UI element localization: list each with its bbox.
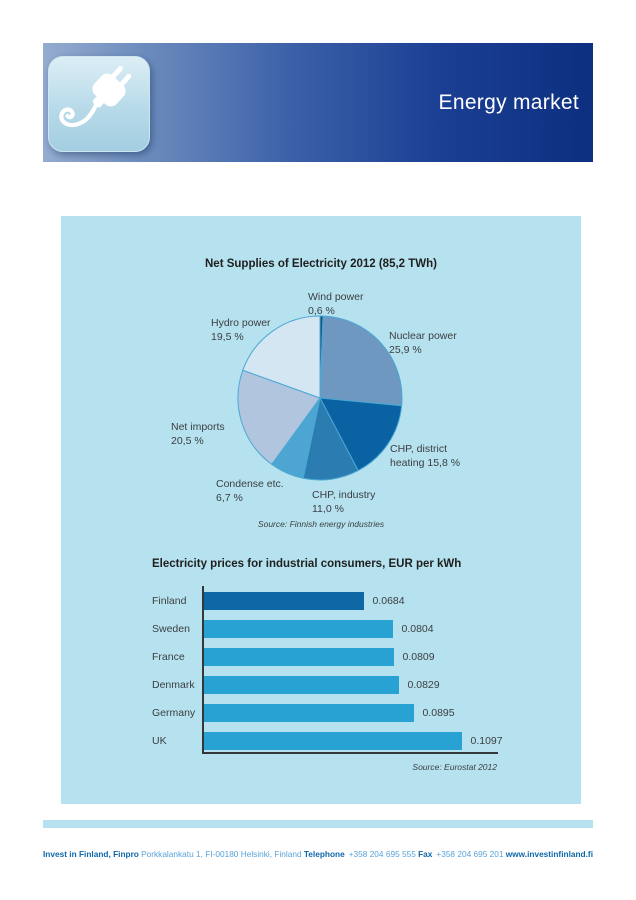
bar-chart-title: Electricity prices for industrial consum… — [152, 558, 462, 570]
footer-address: Porkkalankatu 1, FI-00180 Helsinki, Finl… — [141, 849, 302, 859]
pie-slice-chpdistrict — [319, 397, 403, 472]
bar-category-label: Sweden — [152, 623, 190, 635]
pie-chart-title: Net Supplies of Electricity 2012 (85,2 T… — [205, 258, 437, 270]
pie-label-chp-industry: CHP, industry 11,0 % — [312, 489, 376, 515]
bar-france — [202, 648, 394, 666]
bar-finland — [202, 592, 364, 610]
bar-value-label: 0.0829 — [407, 679, 440, 691]
pie-label-chp-district-heating: CHP, district heating 15,8 % — [390, 443, 461, 469]
footer-telephone-label: Telephone — [303, 849, 345, 859]
pie-label-condense-etc: Condense etc. 6,7 % — [216, 478, 284, 504]
bar-row-finland: Finland 0.0684 — [152, 592, 572, 610]
footer-org: Invest in Finland, Finpro — [43, 849, 139, 859]
bar-chart-y-axis — [202, 586, 204, 753]
pie-label-nuclear-power: Nuclear power 25,9 % — [389, 330, 457, 356]
pie-label-wind-power: Wind power 0,6 % — [308, 291, 364, 317]
bar-denmark — [202, 676, 399, 694]
bar-category-label: France — [152, 651, 185, 663]
bar-category-label: Germany — [152, 707, 196, 719]
charts-panel: Net Supplies of Electricity 2012 (85,2 T… — [61, 216, 581, 804]
bar-category-label: UK — [152, 735, 167, 747]
pie-slice-netimports — [237, 369, 321, 466]
footer-telephone-group: Telephone +358 204 695 555 — [304, 849, 416, 859]
bar-row-denmark: Denmark 0.0829 — [152, 676, 572, 694]
bar-row-france: France 0.0809 — [152, 648, 572, 666]
footer-divider — [43, 820, 593, 828]
page-title: Energy market — [438, 90, 579, 114]
pie-source-note: Source: Finnish energy industries — [257, 519, 385, 529]
bar-rows: Finland 0.0684 Sweden 0.0804 France 0.0809 Den… — [152, 592, 572, 750]
bar-source-note: Source: Eurostat 2012 — [412, 762, 497, 772]
footer: Invest in Finland, Finpro Porkkalankatu … — [43, 849, 593, 859]
footer-fax-group: Fax +358 204 695 201 — [418, 849, 503, 859]
pie-slice-hydro — [242, 315, 321, 399]
bar-sweden — [202, 620, 393, 638]
footer-telephone-number: +358 204 695 555 — [348, 849, 416, 859]
bar-value-label: 0.0809 — [402, 651, 435, 663]
header-banner: Energy market — [43, 43, 593, 162]
pie-label-net-imports: Net imports 20,5 % — [171, 421, 225, 447]
bar-row-sweden: Sweden 0.0804 — [152, 620, 572, 638]
bar-value-label: 0.1097 — [470, 735, 503, 747]
footer-fax-label: Fax — [418, 849, 433, 859]
power-plug-glyph — [59, 66, 132, 127]
bar-category-label: Finland — [152, 595, 187, 607]
footer-fax-number: +358 204 695 201 — [436, 849, 504, 859]
bar-germany — [202, 704, 414, 722]
bar-row-uk: UK 0.1097 — [152, 732, 572, 750]
bar-chart-x-axis — [202, 752, 498, 754]
bar-row-germany: Germany 0.0895 — [152, 704, 572, 722]
bar-value-label: 0.0804 — [401, 623, 434, 635]
pie-slice-nuclear — [319, 315, 403, 407]
pie-chart — [237, 315, 403, 481]
pie-label-hydro-power: Hydro power 19,5 % — [211, 317, 271, 343]
footer-website-link[interactable]: www.investinfinland.fi — [505, 849, 593, 859]
power-plug-icon — [48, 56, 150, 152]
bar-value-label: 0.0895 — [422, 707, 455, 719]
bar-uk — [202, 732, 462, 750]
bar-category-label: Denmark — [152, 679, 195, 691]
bar-chart: Finland 0.0684 Sweden 0.0804 France 0.0809 Den… — [152, 586, 572, 758]
bar-value-label: 0.0684 — [372, 595, 405, 607]
